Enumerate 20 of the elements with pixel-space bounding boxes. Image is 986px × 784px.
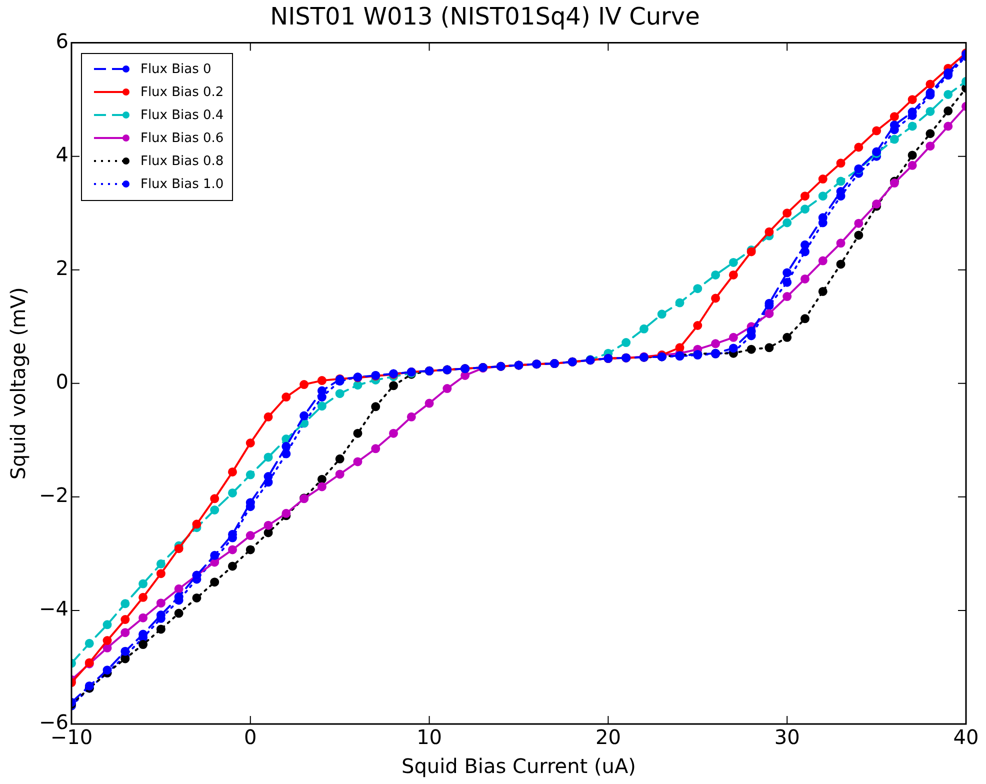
- y-axis-title: Squid voltage (mV): [6, 287, 30, 480]
- y-tick-label: −2: [39, 483, 68, 508]
- x-tick-label: 10: [416, 725, 442, 750]
- chart-title: NIST01 W013 (NIST01Sq4) IV Curve: [270, 2, 700, 31]
- legend-label: Flux Bias 1.0: [140, 176, 224, 192]
- legend-label: Flux Bias 0.8: [140, 154, 224, 169]
- x-tick-label: 0: [244, 725, 257, 750]
- x-axis-title: Squid Bias Current (uA): [402, 754, 636, 778]
- y-tick-label: 4: [56, 142, 68, 167]
- y-tick-label: 0: [56, 370, 68, 394]
- x-tick-label: 30: [774, 725, 800, 750]
- legend-label: Flux Bias 0.4: [140, 108, 224, 123]
- legend-label: Flux Bias 0: [140, 62, 212, 77]
- y-tick-label: 6: [56, 29, 68, 54]
- x-tick-label: 20: [595, 725, 621, 750]
- y-tick-label: −4: [39, 596, 68, 621]
- y-tick-label: 2: [56, 256, 68, 280]
- legend-label: Flux Bias 0.6: [140, 130, 224, 146]
- x-tick-label: 40: [953, 725, 979, 750]
- legend-label: Flux Bias 0.2: [140, 84, 224, 100]
